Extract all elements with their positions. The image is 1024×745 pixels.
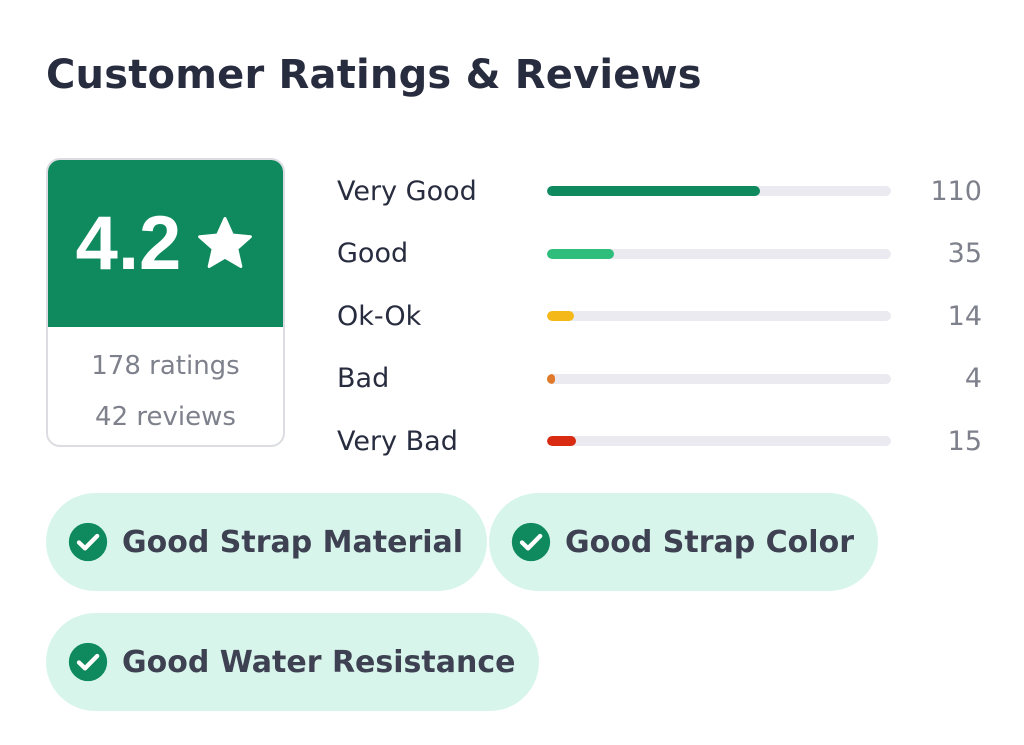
distribution-label: Good — [337, 238, 409, 270]
review-tag-label: Good Strap Material — [122, 524, 464, 560]
check-circle-icon — [511, 522, 551, 562]
distribution-count: 4 — [964, 363, 982, 395]
distribution-count: 110 — [930, 175, 982, 207]
star-icon — [195, 214, 255, 274]
distribution-count: 14 — [947, 300, 982, 332]
section-title: Customer Ratings & Reviews — [46, 52, 702, 98]
review-tag-label: Good Strap Color — [565, 524, 854, 560]
rating-summary-card: 4.2 178 ratings 42 reviews — [46, 158, 285, 447]
rating-distribution: Very Good 110 Good 35 Ok-Ok 14 Bad 4 Ver… — [337, 160, 982, 473]
distribution-label: Ok-Ok — [337, 300, 422, 332]
distribution-label: Bad — [337, 363, 390, 395]
distribution-label: Very Bad — [337, 425, 458, 457]
review-tag-label: Good Water Resistance — [122, 644, 516, 680]
distribution-row: Bad 4 — [337, 348, 982, 411]
distribution-row: Good 35 — [337, 223, 982, 286]
check-circle-icon — [68, 642, 108, 682]
distribution-row: Very Bad 15 — [337, 410, 982, 473]
distribution-row: Ok-Ok 14 — [337, 285, 982, 348]
ratings-count: 178 ratings — [91, 351, 240, 381]
distribution-bar-fill — [547, 311, 574, 322]
distribution-bar-track — [547, 436, 891, 447]
distribution-bar-track — [547, 373, 891, 384]
distribution-bar-track — [547, 186, 891, 197]
review-tag-chip[interactable]: Good Strap Color — [489, 493, 878, 591]
distribution-bar-track — [547, 311, 891, 322]
reviews-count: 42 reviews — [95, 402, 236, 432]
distribution-bar-fill — [547, 373, 555, 384]
distribution-bar-fill — [547, 186, 761, 197]
distribution-row: Very Good 110 — [337, 160, 982, 223]
review-tag-chip[interactable]: Good Strap Material — [46, 493, 488, 591]
rating-counts: 178 ratings 42 reviews — [48, 327, 283, 443]
distribution-bar-fill — [547, 436, 576, 447]
score-banner: 4.2 — [48, 160, 283, 327]
distribution-label: Very Good — [337, 175, 477, 207]
review-tag-chip[interactable]: Good Water Resistance — [46, 613, 540, 711]
distribution-bar-track — [547, 248, 891, 259]
distribution-bar-fill — [547, 248, 615, 259]
check-circle-icon — [68, 522, 108, 562]
average-score: 4.2 — [75, 200, 182, 286]
distribution-count: 15 — [947, 425, 982, 457]
distribution-count: 35 — [947, 238, 982, 270]
